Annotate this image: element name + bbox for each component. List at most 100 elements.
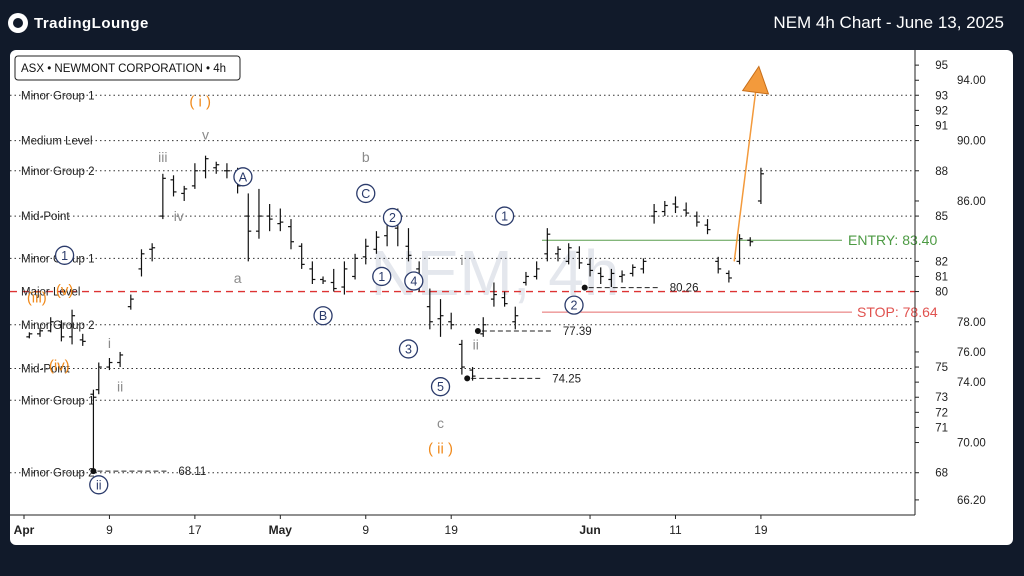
price-mark-dot	[464, 375, 471, 382]
y-tick-label: 72	[935, 407, 948, 419]
candle	[587, 258, 594, 277]
candle	[608, 268, 615, 288]
candle	[725, 270, 732, 283]
candle	[362, 238, 369, 265]
chart-svg: NEM, 4h Minor Group 1 Medium Level Minor G…	[10, 50, 986, 537]
wave-label-circle	[398, 339, 419, 359]
x-tick-label: 19	[754, 523, 768, 537]
level-label: Minor Group 2	[21, 166, 95, 178]
candle	[223, 163, 230, 179]
wave-label-circle	[313, 306, 333, 326]
level-label: Medium Level	[21, 136, 93, 148]
candle	[288, 219, 294, 250]
candle	[522, 271, 529, 286]
candle	[47, 317, 54, 333]
level-label: Mid-Point	[21, 364, 70, 376]
candle	[533, 261, 540, 280]
symbol-box	[14, 55, 241, 81]
candle	[95, 362, 102, 395]
y-tick-label: 95	[935, 60, 948, 72]
candle	[213, 161, 220, 174]
candle	[352, 253, 359, 280]
candle	[469, 367, 476, 381]
wave-label-circle	[372, 266, 392, 287]
candle	[448, 312, 455, 330]
wave-label: b	[362, 149, 370, 165]
price-mark-label: 74.25	[552, 373, 581, 385]
wave-label: c	[437, 415, 444, 431]
wave-label-circle	[494, 206, 515, 226]
candle	[202, 155, 209, 179]
level-label: Minor Group 2	[21, 468, 95, 480]
candle	[619, 270, 626, 283]
candle	[191, 163, 198, 189]
wave-label-circle	[89, 475, 109, 495]
wave-label: 5	[437, 380, 444, 394]
x-tick-label: 19	[445, 523, 459, 537]
y-tick-label: 90.00	[957, 136, 986, 148]
candle	[747, 237, 754, 247]
wave-label: 1	[378, 270, 385, 284]
y-tick-label: 88	[935, 166, 948, 178]
wave-label: i	[108, 335, 111, 351]
wave-label: C	[361, 187, 370, 201]
wave-label-circle	[233, 167, 253, 187]
symbol-label: ASX • NEWMONT CORPORATION • 4h	[21, 63, 226, 75]
candle	[127, 294, 134, 310]
watermark: NEM, 4h	[371, 237, 620, 309]
y-tick-label: 73	[935, 392, 948, 404]
candle	[672, 196, 679, 214]
candle	[693, 211, 700, 227]
wave-label: A	[239, 170, 248, 184]
level-label: Minor Group 1	[21, 90, 95, 102]
wave-label-circle	[382, 207, 403, 228]
y-tick-label: 71	[935, 422, 948, 434]
wave-label: iii	[158, 149, 167, 165]
logo: TradingLounge	[8, 13, 149, 33]
wave-label: ii	[473, 336, 479, 352]
wave-label: B	[319, 309, 327, 323]
wave-label: ( ii )	[428, 441, 453, 458]
wave-label: 4	[410, 274, 417, 288]
candle	[437, 299, 444, 337]
candle	[26, 332, 33, 339]
wave-label: 2	[571, 299, 578, 313]
wave-label: v	[202, 127, 209, 143]
candle	[79, 333, 86, 346]
logo-icon	[8, 13, 28, 33]
candle	[159, 173, 166, 220]
price-mark-label: 68.11	[178, 466, 206, 478]
y-tick-label: 68	[935, 468, 948, 480]
y-tick-label: 74.00	[957, 377, 986, 389]
logo-text: TradingLounge	[34, 14, 149, 32]
candle	[298, 243, 305, 269]
wave-label: ii	[117, 379, 123, 395]
wave-label: 2	[389, 211, 396, 225]
wave-label-circle	[430, 377, 451, 397]
candle	[651, 203, 658, 224]
wave-label: ( i )	[189, 93, 211, 110]
candle	[555, 246, 561, 262]
y-tick-label: 76.00	[957, 347, 986, 359]
y-tick-label: 82	[935, 256, 948, 268]
projection-arrow-icon	[741, 65, 770, 95]
x-tick-label: Apr	[14, 523, 35, 537]
wave-label-circle	[564, 295, 584, 315]
candle	[565, 243, 572, 265]
candle	[106, 357, 113, 371]
y-tick-label: 81	[935, 271, 948, 283]
y-tick-label: 80	[935, 287, 948, 299]
candle	[640, 258, 647, 274]
candle	[266, 203, 273, 232]
wave-label: iv	[174, 208, 184, 224]
x-tick-label: May	[269, 523, 293, 537]
wave-label-circle	[404, 271, 424, 291]
y-tick-label: 94.00	[957, 75, 986, 87]
candle	[309, 261, 316, 285]
candle	[245, 193, 252, 262]
wave-label: (iv)	[49, 358, 70, 375]
price-mark-label: 80.26	[670, 283, 699, 295]
candle	[405, 228, 412, 262]
wave-label: ii	[96, 478, 102, 492]
y-tick-label: 70.00	[957, 438, 986, 450]
